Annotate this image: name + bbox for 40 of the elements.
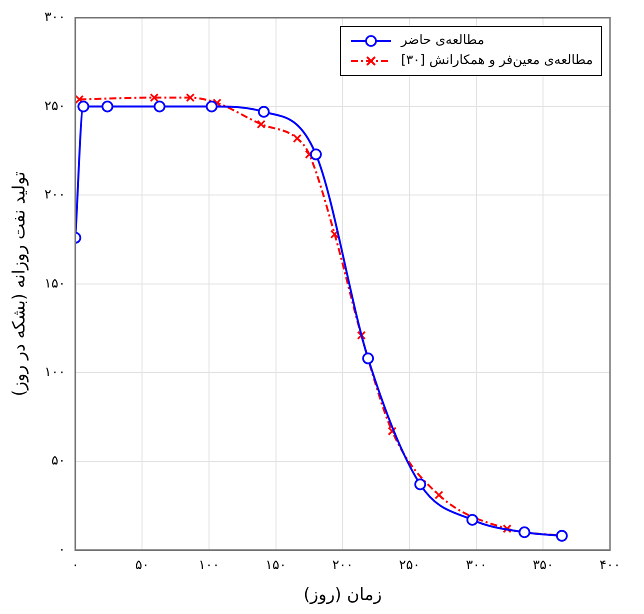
x-tick-label: ۳۰۰ bbox=[466, 558, 487, 574]
point bbox=[388, 426, 397, 436]
point bbox=[77, 100, 90, 112]
point bbox=[186, 93, 195, 102]
x-tick-label: ۴۰۰ bbox=[600, 558, 620, 574]
x-axis-title: زمان (روز) bbox=[304, 585, 382, 606]
point bbox=[292, 134, 302, 143]
x-tick-label: ۱۵۰ bbox=[265, 558, 286, 574]
x-tick-label: ۱۰۰ bbox=[198, 558, 220, 574]
x-tick-label: ۵۰ bbox=[135, 558, 150, 574]
point bbox=[362, 352, 374, 364]
y-tick-label: ۳۰۰ bbox=[44, 10, 66, 26]
point bbox=[466, 514, 478, 526]
point bbox=[356, 330, 366, 340]
point bbox=[518, 526, 530, 538]
point bbox=[310, 148, 322, 160]
point bbox=[206, 100, 218, 112]
x-tick-label: ۲۰۰ bbox=[332, 558, 354, 574]
point bbox=[414, 478, 426, 490]
point bbox=[154, 100, 166, 112]
x-tick-label: ۰ bbox=[72, 558, 79, 574]
point bbox=[502, 524, 512, 534]
point bbox=[258, 106, 270, 118]
y-tick-label: ۰ bbox=[58, 542, 66, 558]
y-tick-label: ۱۵۰ bbox=[44, 276, 66, 292]
y-tick-label: ۲۵۰ bbox=[44, 98, 66, 114]
point bbox=[75, 94, 84, 104]
point bbox=[256, 120, 266, 129]
y-tick-label: ۱۰۰ bbox=[44, 364, 66, 380]
point bbox=[330, 230, 340, 239]
legend-label: مطالعه‌ی معین‌فر و همکارانش [۳۰] bbox=[401, 53, 593, 68]
x-tick-label: ۲۵۰ bbox=[399, 558, 420, 574]
x-tick-label: ۳۵۰ bbox=[532, 558, 554, 574]
legend-label: مطالعه‌ی حاضر bbox=[401, 33, 484, 48]
y-tick-label: ۲۰۰ bbox=[44, 188, 66, 203]
point bbox=[102, 100, 114, 112]
y-axis-title: تولید نفت روزانه (بشکه در روز) bbox=[10, 171, 30, 396]
point bbox=[434, 490, 444, 500]
y-tick-label: ۵۰ bbox=[51, 454, 66, 469]
point bbox=[150, 93, 159, 102]
